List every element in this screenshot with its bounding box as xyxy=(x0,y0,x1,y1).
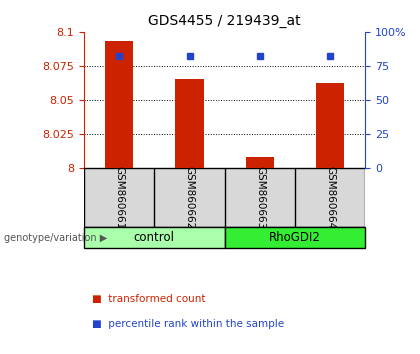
Text: RhoGDI2: RhoGDI2 xyxy=(269,231,321,244)
Bar xyxy=(84,227,225,248)
Text: ■  percentile rank within the sample: ■ percentile rank within the sample xyxy=(92,319,284,329)
Text: ■  transformed count: ■ transformed count xyxy=(92,294,206,304)
Bar xyxy=(316,84,344,168)
Text: GSM860663: GSM860663 xyxy=(255,166,265,229)
Text: GDS4455 / 219439_at: GDS4455 / 219439_at xyxy=(148,14,301,28)
Bar xyxy=(105,41,133,168)
Text: control: control xyxy=(134,231,175,244)
Text: GSM860664: GSM860664 xyxy=(325,166,335,229)
Bar xyxy=(176,79,204,168)
Bar xyxy=(225,227,365,248)
Text: GSM860661: GSM860661 xyxy=(114,166,124,229)
Text: GSM860662: GSM860662 xyxy=(184,166,194,229)
Text: genotype/variation ▶: genotype/variation ▶ xyxy=(4,233,108,242)
Bar xyxy=(246,157,274,168)
